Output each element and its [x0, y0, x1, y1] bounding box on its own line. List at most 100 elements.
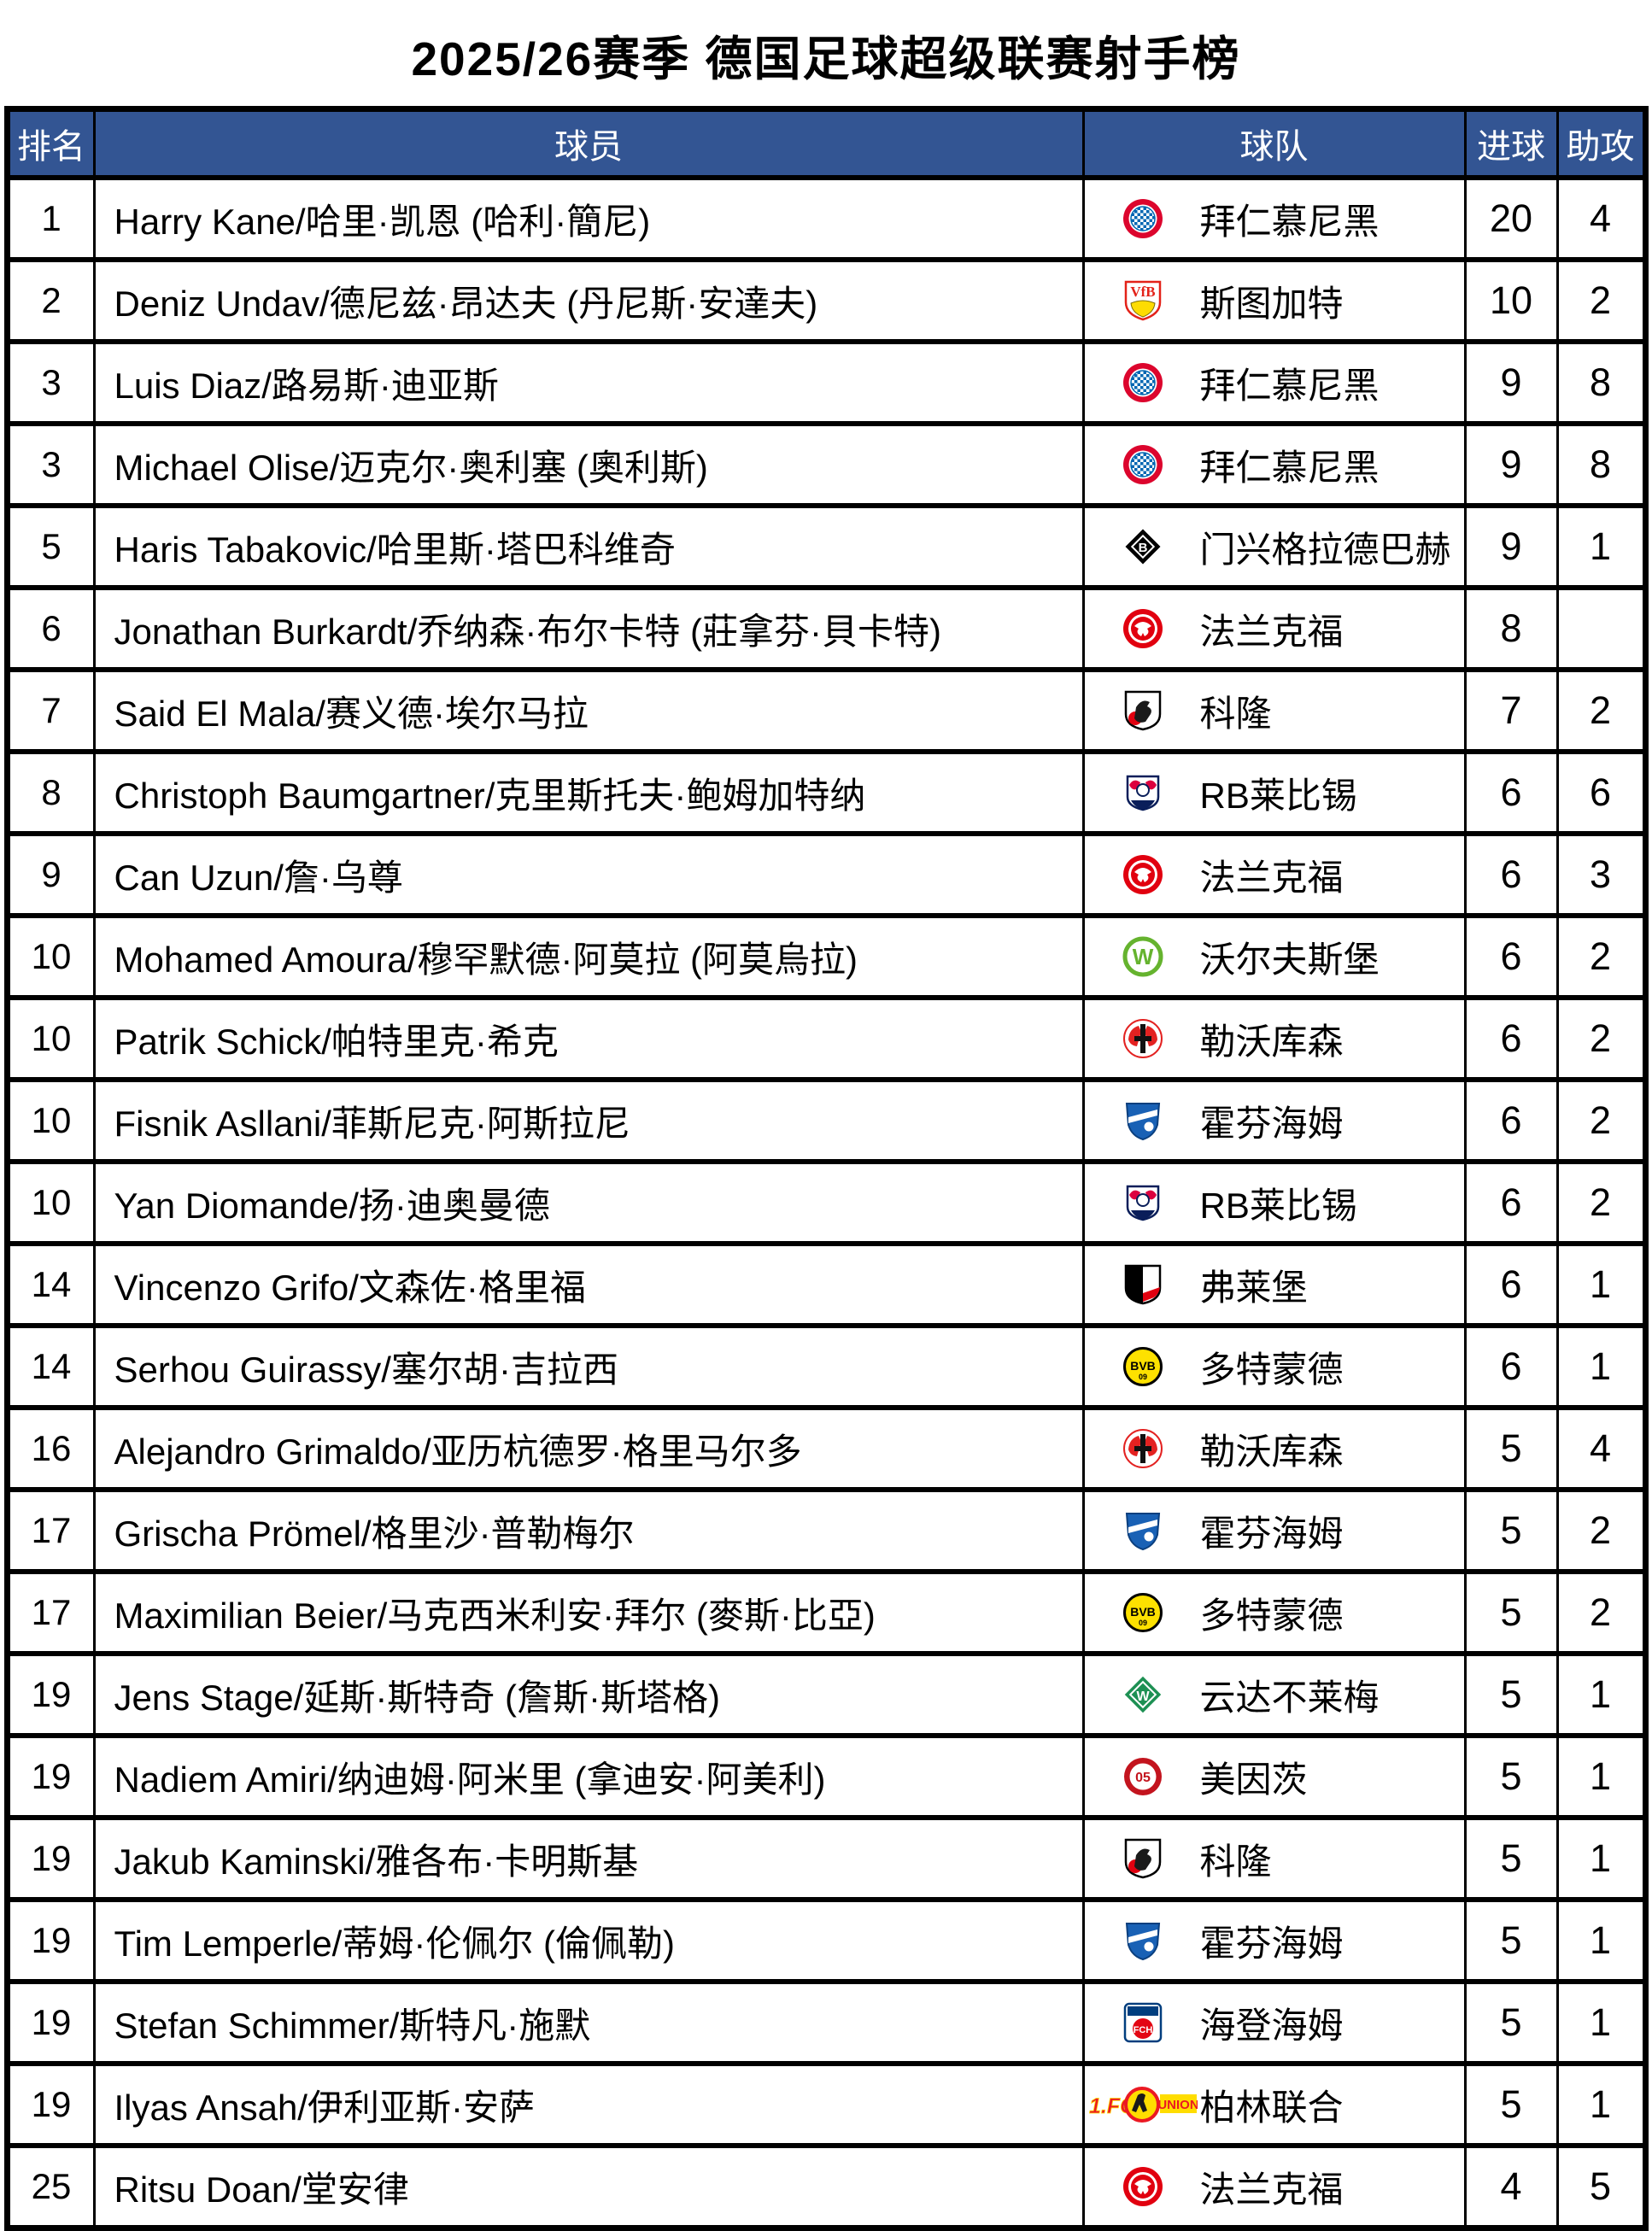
team-name: 拜仁慕尼黑: [1199, 201, 1380, 242]
table-row: 10 Patrik Schick/帕特里克·希克 勒沃库森 6 2: [5, 995, 1647, 1082]
rank-cell: 1: [5, 175, 96, 262]
team-wrap: 拜仁慕尼黑: [1086, 193, 1462, 245]
player-cell: Alejandro Grimaldo/亚历杭德罗·格里马尔多: [92, 1405, 1085, 1492]
table-row: 19 Stefan Schimmer/斯特凡·施默 FCH 海登海姆 5 1: [5, 1979, 1647, 2066]
team-cell: 霍芬海姆: [1081, 1897, 1467, 1984]
svg-text:W: W: [1132, 944, 1153, 969]
team-wrap: 勒沃库森: [1086, 1423, 1462, 1475]
bayern-crest-icon: [1086, 362, 1200, 403]
frankfurt-crest-icon: [1086, 608, 1200, 649]
table-row: 1 Harry Kane/哈里·凯恩 (哈利·簡尼) 拜仁慕尼黑 20 4: [5, 175, 1647, 262]
team-cell: 法兰克福: [1081, 831, 1467, 918]
svg-text:UNION: UNION: [1157, 2098, 1198, 2112]
team-name: 弗莱堡: [1199, 1267, 1308, 1308]
leverkusen-crest-icon: [1086, 1018, 1200, 1059]
team-wrap: 科隆: [1086, 685, 1462, 737]
goals-cell: 5: [1463, 1897, 1559, 1984]
assists-cell: 1: [1555, 1241, 1647, 1328]
team-cell: VfB 斯图加特: [1081, 257, 1467, 344]
assists-cell: 2: [1555, 913, 1647, 1000]
team-name: 法兰克福: [1199, 611, 1344, 652]
koln-crest-icon: [1086, 690, 1200, 731]
frankfurt-crest-icon: [1086, 854, 1200, 895]
team-cell: 法兰克福: [1081, 2143, 1467, 2231]
frankfurt-crest-icon: [1086, 2166, 1200, 2207]
rank-cell: 19: [5, 1733, 96, 1820]
player-cell: Yan Diomande/扬·迪奥曼德: [92, 1159, 1085, 1246]
player-cell: Ritsu Doan/堂安律: [92, 2143, 1085, 2231]
header-assists: 助攻: [1555, 106, 1647, 180]
team-wrap: W 沃尔夫斯堡: [1086, 931, 1462, 983]
team-wrap: 05 美因茨: [1086, 1751, 1462, 1803]
assists-cell: 2: [1555, 1569, 1647, 1656]
table-row: 2 Deniz Undav/德尼兹·昂达夫 (丹尼斯·安達夫) VfB 斯图加特 10 2: [5, 257, 1647, 344]
rank-cell: 2: [5, 257, 96, 344]
goals-cell: 9: [1463, 421, 1559, 508]
hoffenheim-crest-icon: [1086, 1510, 1200, 1551]
player-cell: Jakub Kaminski/雅各布·卡明斯基: [92, 1815, 1085, 1902]
table-row: 19 Ilyas Ansah/伊利亚斯·安萨 1.FC UNION 柏林联合 5 1: [5, 2061, 1647, 2148]
rank-cell: 17: [5, 1487, 96, 1574]
svg-text:BVB: BVB: [1130, 1605, 1156, 1619]
table-body: 1 Harry Kane/哈里·凯恩 (哈利·簡尼) 拜仁慕尼黑 20 4 2 Deniz …: [5, 175, 1647, 2231]
goals-cell: 20: [1463, 175, 1559, 262]
table-row: 16 Alejandro Grimaldo/亚历杭德罗·格里马尔多 勒沃库森 5 4: [5, 1405, 1647, 1492]
team-name: 勒沃库森: [1199, 1021, 1344, 1062]
team-wrap: 霍芬海姆: [1086, 1095, 1462, 1147]
svg-text:09: 09: [1138, 1373, 1146, 1381]
goals-cell: 6: [1463, 831, 1559, 918]
assists-cell: 2: [1555, 995, 1647, 1082]
assists-cell: 6: [1555, 749, 1647, 836]
hoffenheim-crest-icon: [1086, 1100, 1200, 1141]
team-wrap: W 云达不莱梅: [1086, 1669, 1462, 1721]
page: 2025/26赛季 德国足球超级联赛射手榜 排名 球员 球队 进球 助攻 1 Ha…: [0, 20, 1652, 2231]
table-row: 17 Maximilian Beier/马克西米利安·拜尔 (麥斯·比亞) BVB 0…: [5, 1569, 1647, 1656]
team-cell: 霍芬海姆: [1081, 1077, 1467, 1164]
team-wrap: 科隆: [1086, 1833, 1462, 1885]
bayern-crest-icon: [1086, 198, 1200, 239]
team-wrap: 法兰克福: [1086, 603, 1462, 655]
table-row: 3 Luis Diaz/路易斯·迪亚斯 拜仁慕尼黑 9 8: [5, 339, 1647, 426]
assists-cell: 1: [1555, 2061, 1647, 2148]
assists-cell: 1: [1555, 1651, 1647, 1738]
assists-cell: 5: [1555, 2143, 1647, 2231]
rank-cell: 6: [5, 585, 96, 672]
leverkusen-crest-icon: [1086, 1428, 1200, 1469]
rank-cell: 10: [5, 1159, 96, 1246]
mainz-crest-icon: 05: [1086, 1756, 1200, 1797]
goals-cell: 5: [1463, 1569, 1559, 1656]
rank-cell: 19: [5, 1897, 96, 1984]
goals-cell: 6: [1463, 995, 1559, 1082]
rank-cell: 19: [5, 1979, 96, 2066]
team-cell: 法兰克福: [1081, 585, 1467, 672]
team-wrap: 霍芬海姆: [1086, 1915, 1462, 1967]
assists-cell: 2: [1555, 1077, 1647, 1164]
player-cell: Jonathan Burkardt/乔纳森·布尔卡特 (莊拿芬·貝卡特): [92, 585, 1085, 672]
team-wrap: RB莱比锡: [1086, 767, 1462, 819]
team-wrap: 法兰克福: [1086, 849, 1462, 901]
rank-cell: 3: [5, 421, 96, 508]
player-cell: Harry Kane/哈里·凯恩 (哈利·簡尼): [92, 175, 1085, 262]
player-cell: Jens Stage/延斯·斯特奇 (詹斯·斯塔格): [92, 1651, 1085, 1738]
goals-cell: 5: [1463, 1405, 1559, 1492]
assists-cell: 1: [1555, 1815, 1647, 1902]
player-cell: Fisnik Asllani/菲斯尼克·阿斯拉尼: [92, 1077, 1085, 1164]
rank-cell: 10: [5, 995, 96, 1082]
team-wrap: 勒沃库森: [1086, 1013, 1462, 1065]
hoffenheim-crest-icon: [1086, 1920, 1200, 1961]
assists-cell: 3: [1555, 831, 1647, 918]
svg-text:B: B: [1138, 541, 1147, 555]
team-cell: W 云达不莱梅: [1081, 1651, 1467, 1738]
table-row: 14 Vincenzo Grifo/文森佐·格里福 弗莱堡 6 1: [5, 1241, 1647, 1328]
player-cell: Nadiem Amiri/纳迪姆·阿米里 (拿迪安·阿美利): [92, 1733, 1085, 1820]
header-rank: 排名: [5, 106, 96, 180]
assists-cell: 1: [1555, 1323, 1647, 1410]
team-name: 霍芬海姆: [1199, 1923, 1344, 1964]
team-name: 多特蒙德: [1199, 1349, 1344, 1390]
goals-cell: 5: [1463, 1487, 1559, 1574]
rank-cell: 10: [5, 1077, 96, 1164]
player-cell: Maximilian Beier/马克西米利安·拜尔 (麥斯·比亞): [92, 1569, 1085, 1656]
bremen-crest-icon: W: [1086, 1674, 1200, 1715]
player-cell: Serhou Guirassy/塞尔胡·吉拉西: [92, 1323, 1085, 1410]
table-row: 10 Mohamed Amoura/穆罕默德·阿莫拉 (阿莫烏拉) W 沃尔夫斯堡 6 2: [5, 913, 1647, 1000]
